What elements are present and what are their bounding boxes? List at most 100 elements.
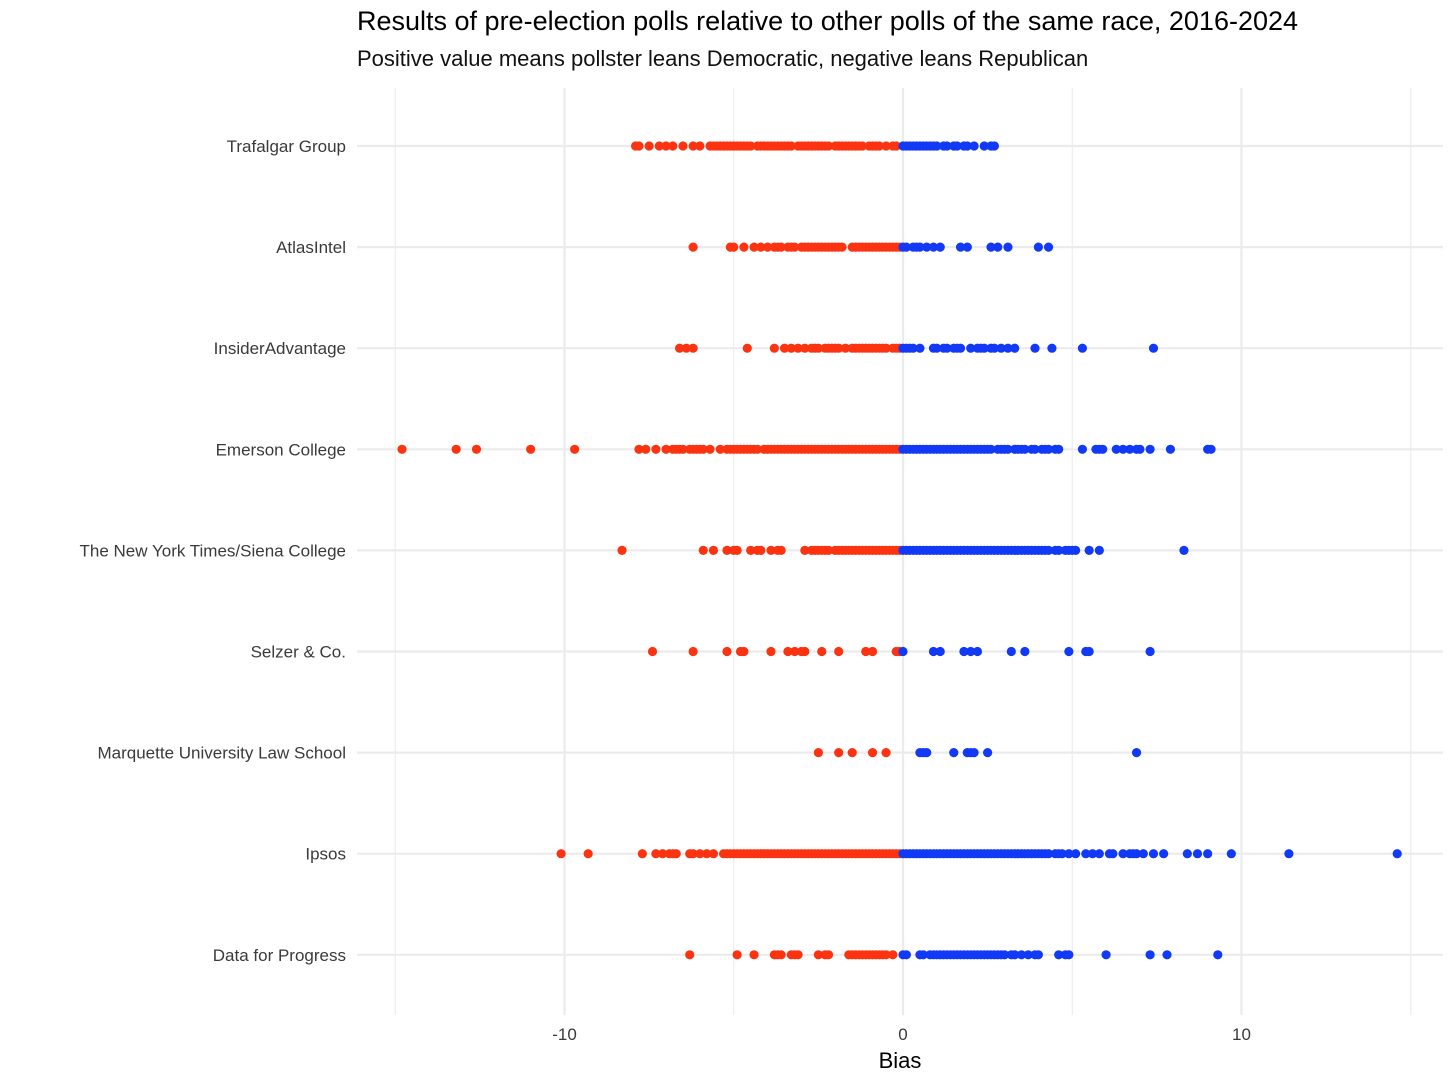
data-point <box>786 343 796 353</box>
data-point <box>993 242 1003 252</box>
data-point <box>989 141 999 151</box>
data-point <box>556 849 566 859</box>
data-point <box>688 242 698 252</box>
data-point <box>915 242 925 252</box>
data-point <box>1020 444 1030 454</box>
data-point <box>776 242 786 252</box>
data-point <box>1020 646 1030 657</box>
data-point <box>932 343 942 353</box>
data-point <box>634 444 644 454</box>
data-point <box>647 646 658 657</box>
data-point <box>1284 849 1294 859</box>
data-point <box>1057 849 1067 859</box>
data-point <box>397 444 407 454</box>
data-point <box>1192 849 1203 859</box>
data-point <box>776 545 786 556</box>
data-point <box>1010 950 1020 960</box>
data-point <box>790 646 800 657</box>
data-point <box>570 444 580 454</box>
data-point <box>837 242 847 252</box>
pollster-points <box>813 748 1142 758</box>
data-point <box>722 646 732 657</box>
data-point <box>823 141 834 151</box>
data-point <box>1135 444 1145 454</box>
data-point <box>979 343 989 353</box>
data-point <box>1084 646 1094 657</box>
data-point <box>1006 646 1016 657</box>
data-point <box>999 950 1010 960</box>
data-point <box>1118 444 1128 454</box>
data-point <box>1023 950 1033 960</box>
data-point <box>922 748 932 758</box>
data-point <box>526 444 536 454</box>
data-point <box>695 141 705 151</box>
data-point <box>817 646 827 657</box>
data-point <box>583 849 593 859</box>
data-point <box>1054 444 1064 454</box>
data-point <box>678 444 688 454</box>
data-point <box>986 444 996 454</box>
data-point <box>955 242 966 252</box>
data-point <box>739 646 749 657</box>
data-point <box>1145 646 1155 657</box>
data-point <box>471 444 482 454</box>
pollster-points <box>630 141 999 151</box>
data-point <box>688 343 698 353</box>
data-point <box>1084 545 1094 556</box>
data-point <box>783 646 793 657</box>
data-point <box>1182 849 1192 859</box>
y-axis-label: Marquette University Law School <box>97 744 346 763</box>
data-point <box>1108 849 1118 859</box>
data-point <box>1087 849 1098 859</box>
data-point <box>962 141 972 151</box>
data-point <box>742 343 752 353</box>
pollster-points <box>685 950 1223 960</box>
data-point <box>969 748 979 758</box>
data-point <box>1003 242 1013 252</box>
pollster-points <box>688 242 1054 252</box>
data-point <box>1071 849 1081 859</box>
data-point <box>678 141 688 151</box>
data-point <box>800 646 810 657</box>
data-point <box>729 242 739 252</box>
data-point <box>996 343 1006 353</box>
data-point <box>1148 343 1159 353</box>
data-point <box>746 141 756 151</box>
data-point <box>1033 242 1043 252</box>
data-point <box>1101 950 1111 960</box>
data-point <box>901 950 911 960</box>
data-point <box>1064 646 1074 657</box>
data-point <box>861 646 871 657</box>
y-axis-labels: Trafalgar Group AtlasIntel InsiderAdvantag… <box>80 137 346 965</box>
data-point <box>915 343 925 353</box>
data-point <box>1213 950 1223 960</box>
data-point <box>928 646 939 657</box>
data-point <box>932 141 942 151</box>
y-axis-label: Emerson College <box>216 440 346 459</box>
data-point <box>739 242 749 252</box>
data-point <box>1054 545 1064 556</box>
y-axis-label: Trafalgar Group <box>227 137 346 156</box>
data-point <box>935 646 945 657</box>
x-tick-label: 0 <box>898 1025 907 1044</box>
data-point <box>952 141 962 151</box>
data-point <box>823 950 834 960</box>
data-point <box>1206 444 1216 454</box>
data-point <box>888 950 898 960</box>
data-point <box>617 545 627 556</box>
data-point <box>1203 849 1213 859</box>
data-point <box>732 950 742 960</box>
y-axis-label: The New York Times/Siena College <box>80 541 346 560</box>
data-point <box>793 950 803 960</box>
data-point <box>959 646 969 657</box>
data-point <box>1054 950 1064 960</box>
pollster-points <box>647 646 1155 657</box>
data-point <box>708 545 719 556</box>
data-point <box>766 545 776 556</box>
pollster-points <box>556 849 1402 859</box>
data-point <box>668 141 678 151</box>
data-point <box>1131 748 1142 758</box>
data-point <box>867 646 878 657</box>
data-point <box>749 950 759 960</box>
